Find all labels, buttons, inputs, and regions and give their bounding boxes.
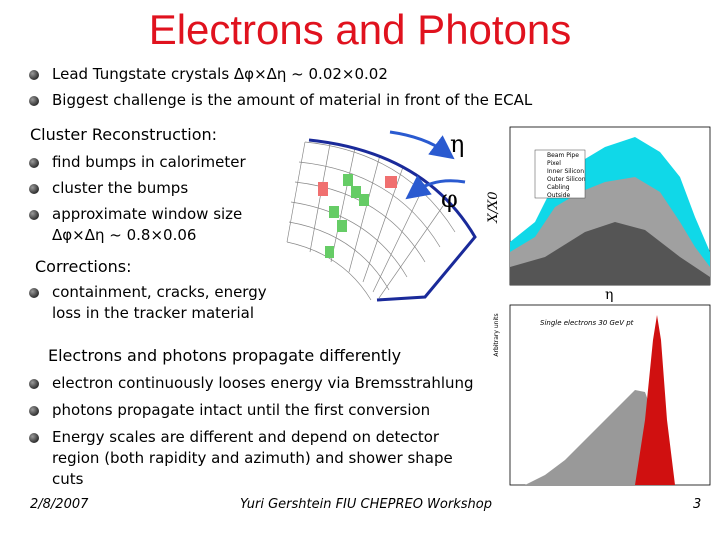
section-heading: Corrections:	[35, 257, 132, 276]
material-plot: Beam Pipe Pixel Inner Silicon Outer Sili…	[486, 126, 711, 302]
y-axis-label: X/X0	[486, 191, 501, 223]
bullet-icon	[29, 96, 39, 106]
crystal-diagram: η φ	[286, 130, 477, 302]
crystal-hit	[343, 174, 353, 186]
legend-entry: Outside	[547, 192, 570, 199]
bullet: electron continuously looses energy via …	[52, 374, 474, 392]
bullet: Biggest challenge is the amount of mater…	[52, 91, 533, 109]
energy-plot: Single electrons 30 GeV pt Arbitrary uni…	[493, 304, 711, 486]
footer-date: 2/8/2007	[30, 497, 89, 512]
x-axis-label: η	[605, 287, 613, 302]
bullet: find bumps in calorimeter	[52, 153, 246, 171]
page-number: 3	[693, 497, 702, 512]
phi-label: φ	[441, 185, 458, 213]
title: Electrons and Photons	[148, 6, 572, 53]
bullet-icon	[29, 184, 39, 194]
plot-title: Single electrons 30 GeV pt	[540, 319, 634, 327]
crystal-hit	[329, 206, 339, 218]
crystal-hit	[318, 182, 328, 196]
bullet-icon	[29, 406, 39, 416]
bullet-icon	[29, 210, 39, 220]
section-heading: Cluster Reconstruction:	[30, 125, 218, 144]
legend-entry: Beam Pipe	[547, 152, 579, 159]
bullet-icon	[29, 70, 39, 80]
bullet-icon	[29, 433, 39, 443]
crystal-hit	[325, 246, 334, 258]
eta-label: η	[450, 130, 464, 158]
crystal-hit	[359, 194, 369, 206]
legend-entry: Cabling	[547, 184, 570, 191]
section-heading: Electrons and photons propagate differen…	[48, 346, 402, 365]
bullet: Lead Tungstate crystals Δφ×Δη ~ 0.02×0.0…	[52, 65, 388, 83]
bullet: Energy scales are different and depend o…	[52, 428, 453, 488]
bullet-icon	[29, 379, 39, 389]
crystal-hit	[337, 220, 347, 232]
bullet: cluster the bumps	[52, 179, 189, 197]
legend-entry: Inner Silicon	[547, 168, 584, 175]
crystal-hit	[385, 176, 397, 188]
bullet: photons propagate intact until the first…	[52, 401, 431, 419]
legend-entry: Outer Silicon	[547, 176, 586, 183]
y-axis-label: Arbitrary units	[493, 313, 500, 356]
crystal-hit	[351, 186, 361, 198]
bullet-icon	[29, 288, 39, 298]
legend-entry: Pixel	[547, 160, 561, 167]
footer-author: Yuri Gershtein FIU CHEPREO Workshop	[240, 497, 492, 512]
bullet: containment, cracks, energy loss in the …	[52, 283, 267, 322]
bullet-icon	[29, 158, 39, 168]
bullet: approximate window size Δφ×Δη ~ 0.8×0.06	[52, 205, 243, 244]
